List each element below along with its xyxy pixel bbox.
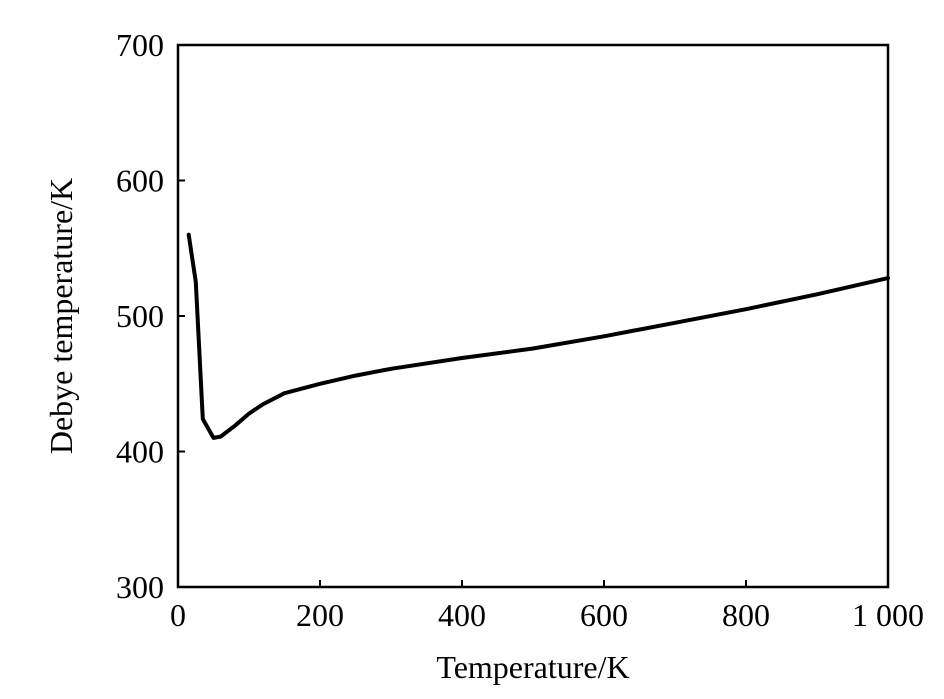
series-line — [186, 232, 890, 440]
x-tick-label: 1 000 — [852, 597, 924, 633]
series-group — [186, 232, 890, 440]
x-tick-label: 800 — [722, 597, 770, 633]
y-tick-label: 300 — [116, 569, 164, 605]
x-tick-label: 200 — [296, 597, 344, 633]
y-tick-label: 700 — [116, 27, 164, 63]
x-axis-title: Temperature/K — [436, 649, 629, 685]
y-tick-label: 400 — [116, 434, 164, 470]
tick-labels: 0 200 400 600 800 1 000 300 400 500 600 700 — [116, 27, 924, 633]
x-tick-label: 400 — [438, 597, 486, 633]
x-tick-label: 600 — [580, 597, 628, 633]
y-axis-title: Debye temperature/K — [43, 178, 79, 454]
axis-ticks — [177, 44, 889, 588]
plot-frame — [176, 43, 890, 589]
y-tick-label: 600 — [116, 163, 164, 199]
x-tick-label: 0 — [170, 597, 186, 633]
y-tick-label: 500 — [116, 298, 164, 334]
